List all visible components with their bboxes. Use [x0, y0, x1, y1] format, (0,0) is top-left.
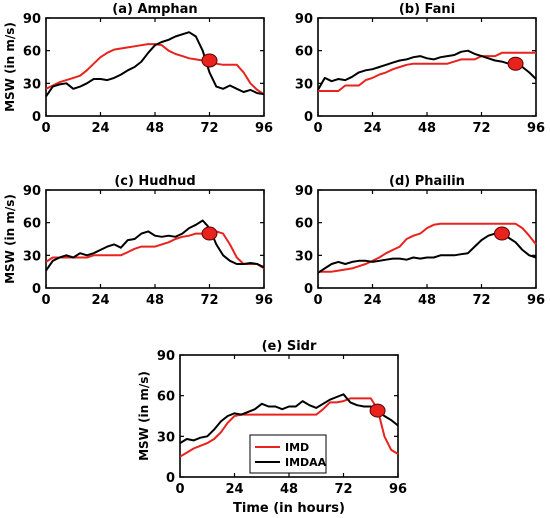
x-tick-label: 48 — [418, 293, 436, 308]
series-line-imd — [45, 230, 265, 270]
y-axis-label: MSW (in m/s) — [3, 194, 17, 284]
legend-box — [249, 434, 327, 474]
x-tick-label: 24 — [91, 293, 109, 308]
landfall-marker — [201, 226, 218, 241]
y-tick-label: 90 — [157, 349, 175, 364]
y-axis-label: MSW (in m/s) — [3, 22, 17, 112]
y-tick-label: 90 — [23, 184, 41, 199]
landfall-marker — [369, 403, 386, 418]
x-tick-label: 96 — [255, 121, 273, 136]
x-tick-label: 48 — [146, 121, 164, 136]
panel-title: (e) Sidr — [262, 339, 317, 354]
y-tick-label: 0 — [166, 471, 175, 486]
x-tick-label: 0 — [41, 121, 50, 136]
y-tick-label: 90 — [295, 184, 313, 199]
y-tick-label: 0 — [304, 282, 313, 297]
y-tick-label: 0 — [32, 282, 41, 297]
y-tick-label: 30 — [23, 249, 41, 264]
x-tick-label: 72 — [472, 121, 490, 136]
x-tick-label: 0 — [175, 482, 184, 497]
x-tick-label: 96 — [389, 482, 407, 497]
panel-sidr: (e) Sidr 0 30 60 90 0 24 48 72 96 MSW (in m/s) Time… — [137, 339, 407, 516]
series-line-imd — [318, 222, 537, 273]
x-tick-label: 0 — [41, 293, 50, 308]
x-tick-label: 96 — [527, 293, 545, 308]
x-tick-label: 96 — [527, 121, 545, 136]
series-line-imdaa — [45, 219, 265, 272]
landfall-marker — [201, 53, 218, 68]
series-line-imd — [318, 51, 536, 92]
y-tick-label: 60 — [23, 217, 41, 232]
x-tick-label: 0 — [313, 293, 322, 308]
plot-frame — [45, 189, 265, 289]
y-tick-label: 30 — [295, 249, 313, 264]
legend-label-imdaa: IMDAA — [285, 456, 327, 469]
y-tick-label: 90 — [23, 12, 41, 27]
y-tick-label: 60 — [295, 45, 313, 60]
y-tick-label: 30 — [23, 77, 41, 92]
series-line-imdaa — [317, 49, 537, 91]
series-line-imd — [179, 397, 399, 458]
x-tick-label: 48 — [280, 482, 298, 497]
x-tick-label: 48 — [418, 121, 436, 136]
series-line-imdaa — [179, 393, 399, 444]
y-tick-label: 60 — [23, 45, 41, 60]
x-tick-label: 0 — [313, 121, 322, 136]
x-tick-label: 48 — [146, 293, 164, 308]
y-tick-label: 60 — [157, 390, 175, 405]
panel-fani: (b) Fani 0 30 60 90 0 24 48 72 96 — [295, 2, 545, 136]
y-tick-label: 30 — [295, 77, 313, 92]
x-tick-label: 72 — [200, 121, 218, 136]
series-line-imdaa — [45, 31, 265, 97]
x-axis-label: Time (in hours) — [233, 501, 345, 516]
y-tick-label: 30 — [157, 430, 175, 445]
legend-label-imd: IMD — [285, 441, 309, 454]
x-tick-label: 24 — [363, 293, 381, 308]
y-tick-label: 0 — [32, 110, 41, 125]
plot-frame — [45, 17, 265, 117]
y-tick-label: 60 — [295, 217, 313, 232]
y-tick-label: 90 — [295, 12, 313, 27]
panel-title: (b) Fani — [399, 2, 455, 17]
landfall-marker — [507, 56, 524, 71]
landfall-marker — [493, 226, 510, 241]
x-tick-label: 96 — [255, 293, 273, 308]
x-tick-label: 24 — [91, 121, 109, 136]
panel-hudhud: (c) Hudhud 0 30 60 90 0 24 48 72 96 MSW (in m/s) — [3, 174, 273, 308]
x-tick-label: 24 — [225, 482, 243, 497]
panel-title: (d) Phailin — [389, 174, 465, 189]
panel-amphan: (a) Amphan 0 30 60 90 0 24 48 72 96 MSW (in m/s) — [3, 2, 273, 136]
x-tick-label: 24 — [363, 121, 381, 136]
y-axis-label: MSW (in m/s) — [137, 371, 151, 461]
panel-phailin: (d) Phailin 0 30 60 90 0 24 48 72 96 — [295, 174, 545, 308]
y-tick-label: 0 — [304, 110, 313, 125]
x-tick-label: 72 — [334, 482, 352, 497]
plot-frame — [317, 17, 537, 117]
x-tick-label: 72 — [472, 293, 490, 308]
panel-title: (c) Hudhud — [114, 174, 195, 189]
panel-title: (a) Amphan — [112, 2, 197, 17]
x-tick-label: 72 — [200, 293, 218, 308]
legend: IMD IMDAA — [249, 434, 327, 474]
